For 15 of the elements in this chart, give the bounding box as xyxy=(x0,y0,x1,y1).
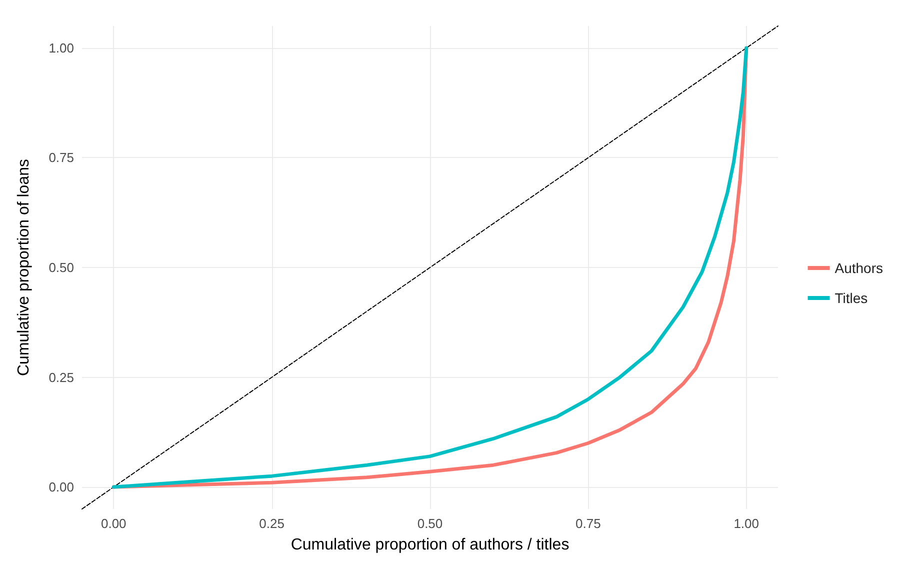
legend-label: Authors xyxy=(834,260,883,276)
y-tick-label: 0.75 xyxy=(48,150,74,166)
y-tick-label: 1.00 xyxy=(48,40,74,56)
y-tick-label: 0.50 xyxy=(48,260,74,275)
line-series xyxy=(112,46,748,489)
legend-label: Titles xyxy=(834,290,868,306)
y-tick-label: 0.00 xyxy=(48,480,74,495)
x-tick-label: 0.25 xyxy=(259,516,284,531)
y-axis-title: Cumulative proportion of loans xyxy=(16,158,32,376)
x-tick-label: 0.75 xyxy=(576,516,601,531)
x-tick-label: 0.50 xyxy=(417,516,443,531)
x-axis-title: Cumulative proportion of authors / titles xyxy=(290,536,570,554)
x-tick-label: 0.00 xyxy=(100,516,126,531)
y-tick-label: 0.25 xyxy=(48,370,74,385)
x-tick-label: 1.00 xyxy=(734,516,760,531)
